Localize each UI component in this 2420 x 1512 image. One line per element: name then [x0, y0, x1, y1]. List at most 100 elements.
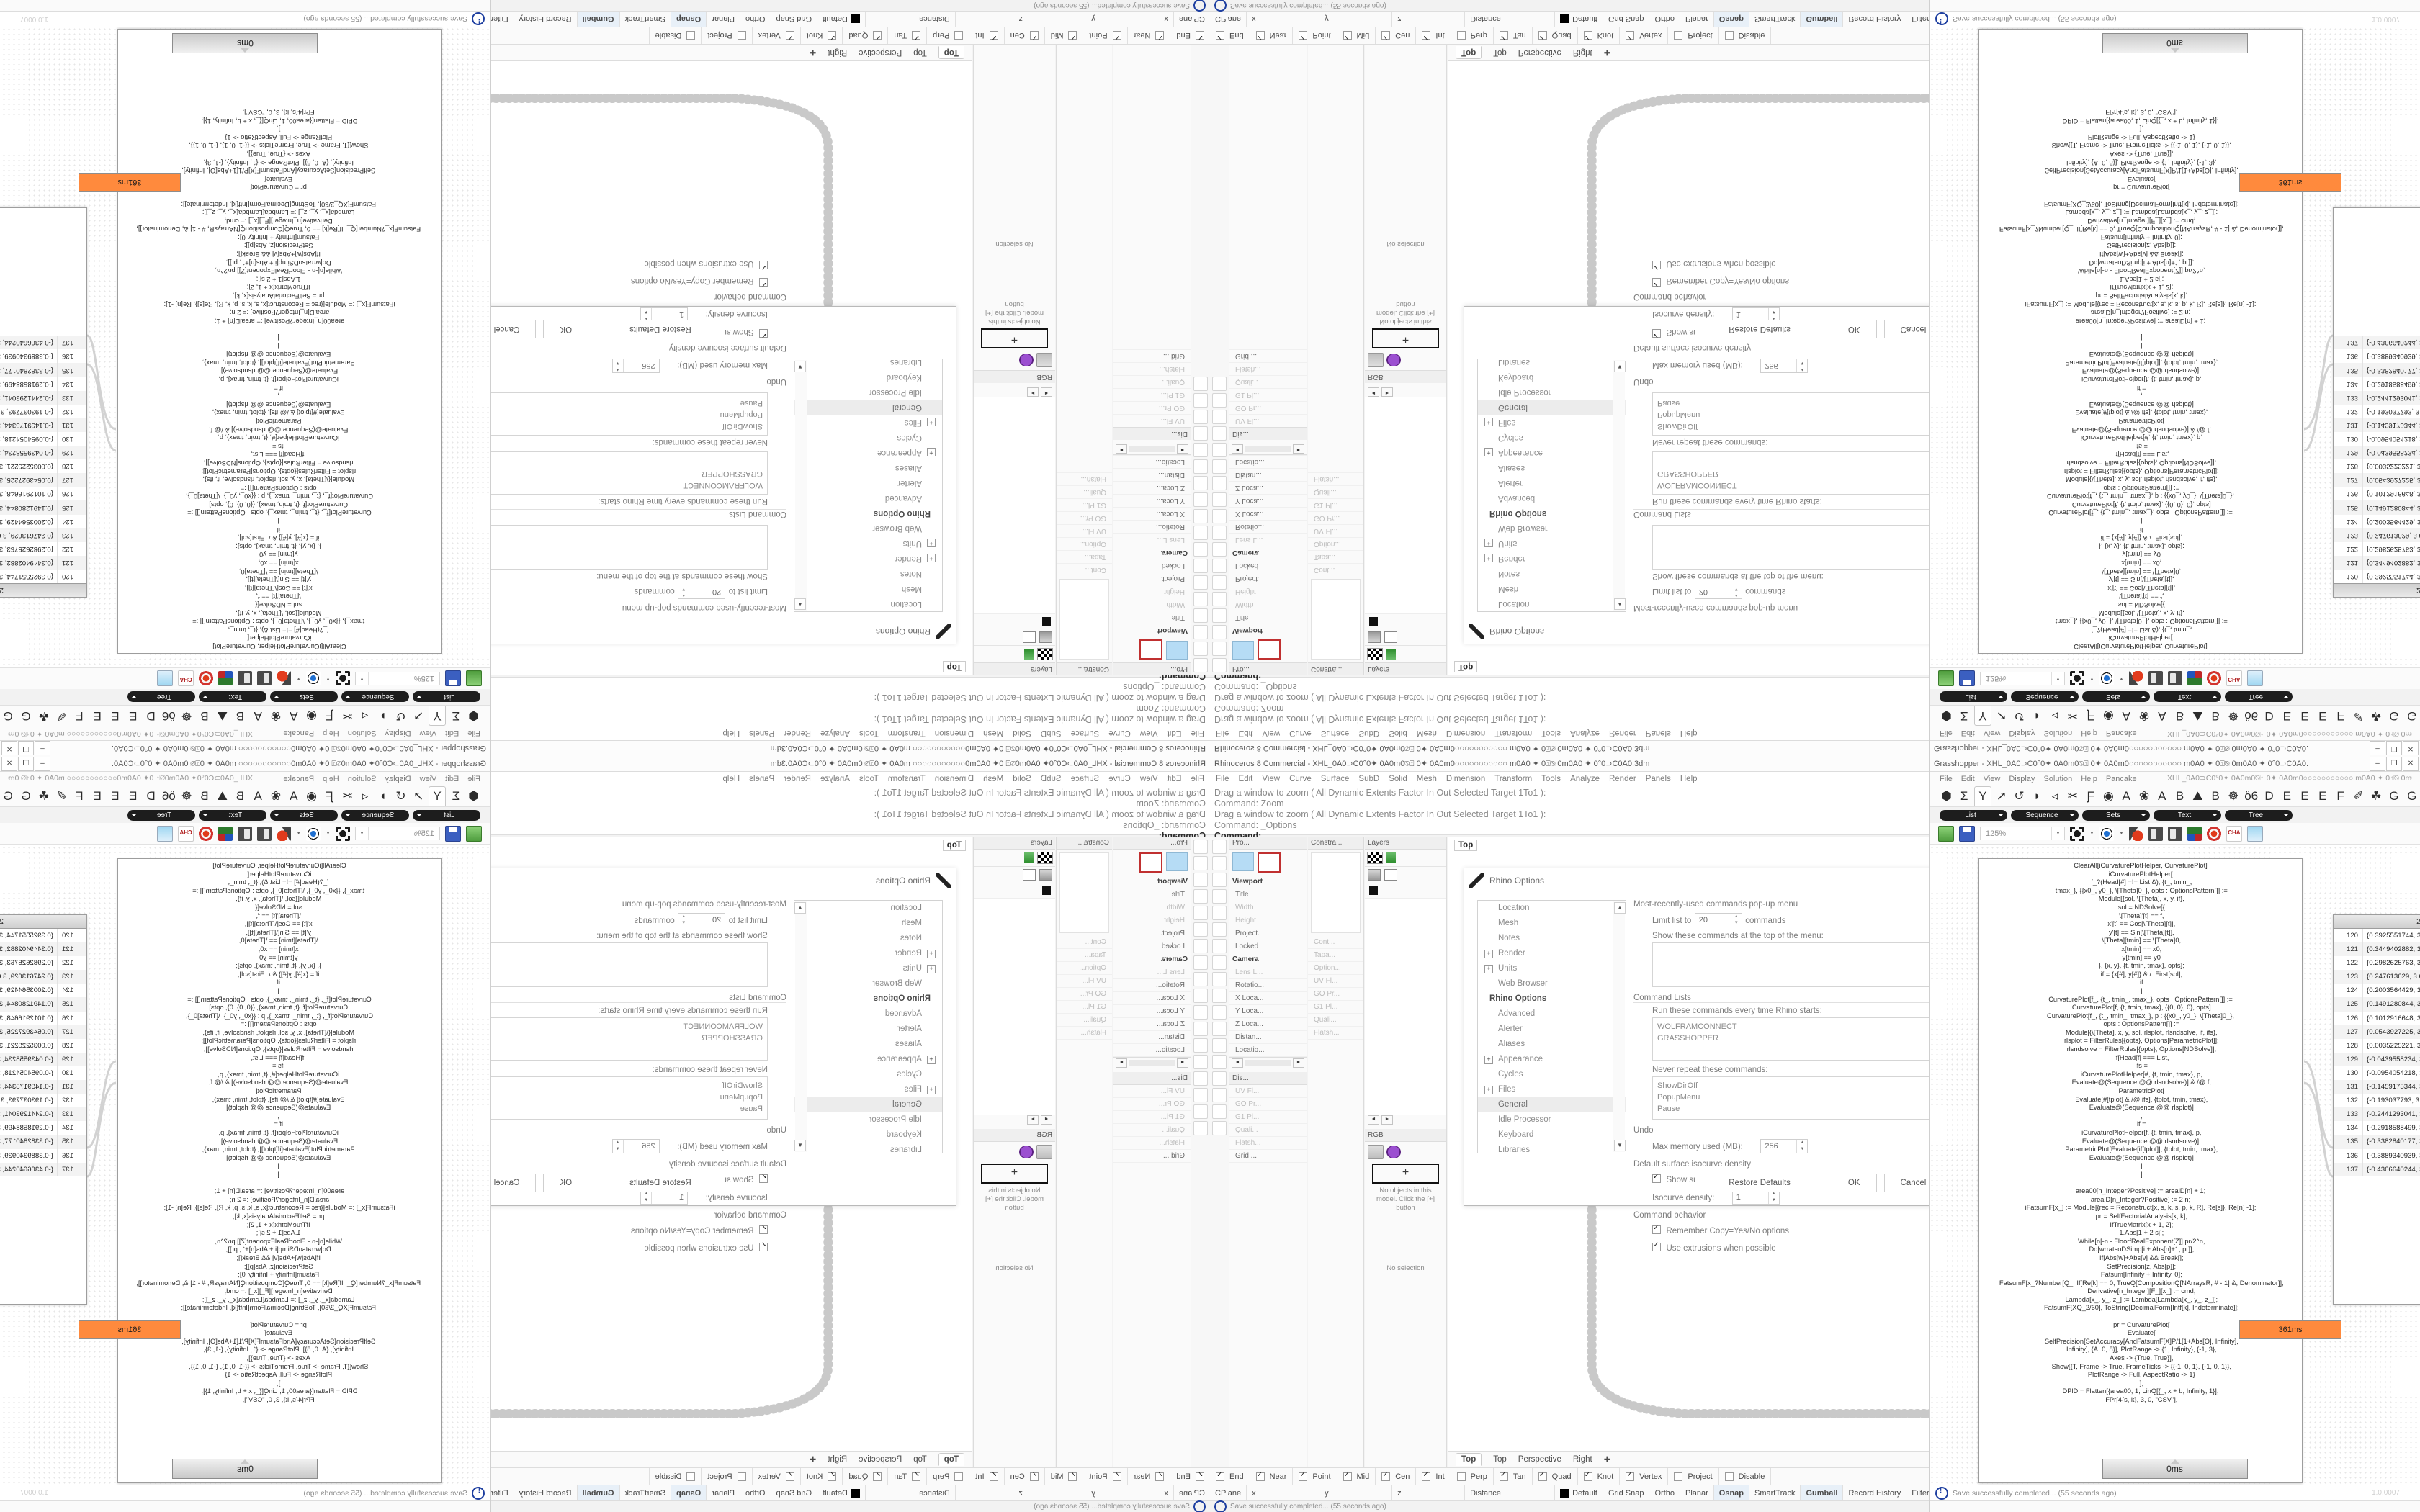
properties-panel[interactable]: Pro... Viewport Title Width Height Proje… — [1113, 837, 1191, 1467]
gh-maximize-button[interactable]: ❐ — [2386, 741, 2402, 755]
grasshopper-palette-bar[interactable]: List Sequence Sets Text Tree — [1930, 689, 2420, 705]
checkbox-icon[interactable] — [1538, 1471, 1547, 1481]
axes-icon[interactable] — [2187, 671, 2202, 686]
analyze-tool-icon[interactable] — [1212, 426, 1227, 441]
checkbox-icon[interactable] — [828, 31, 837, 40]
camera-icon[interactable] — [1166, 852, 1188, 871]
gh-menu-pancake[interactable]: Pancake — [283, 774, 315, 783]
addon-e3-icon[interactable]: E — [93, 788, 102, 803]
prop-lens-length[interactable]: Lens L... — [1229, 966, 1307, 979]
addon-bird-icon[interactable]: ὂ6 — [2244, 709, 2259, 724]
tree-item-files[interactable]: + Files — [794, 1082, 942, 1097]
layer-new-icon[interactable] — [1024, 852, 1034, 863]
tree-item-idle-processor[interactable]: Idle Processor — [1478, 384, 1626, 400]
addon-d-icon[interactable]: D — [146, 788, 156, 803]
grasshopper-tray-bar[interactable]: ∧ 0.04 0.00 1.86 0.94 14 118 657 35 332 … — [1930, 1500, 2420, 1512]
constraints-panel[interactable]: Constra... Cont... Tapa... Option... UV … — [1308, 45, 1364, 675]
tree-item-units[interactable]: + Units — [1478, 536, 1626, 551]
grid-snap-toggle[interactable]: Grid Snap — [770, 1485, 817, 1500]
solid-tool-icon[interactable] — [1193, 1022, 1208, 1036]
prop-width[interactable]: Width — [1229, 901, 1307, 914]
zoom-level-select[interactable]: 125% ▼ — [355, 827, 440, 840]
rhino-left-toolbar[interactable] — [1210, 837, 1229, 1469]
rgb-tab[interactable]: RGB — [1365, 1129, 1446, 1142]
image-icon[interactable] — [2246, 825, 2263, 842]
cplane-label[interactable]: CPlane — [1173, 12, 1210, 27]
isocurve-density-value[interactable]: 1 — [1736, 1193, 1741, 1202]
tree-item-keyboard[interactable]: Keyboard — [794, 369, 942, 384]
limit-list-value[interactable]: 20 — [1698, 916, 1708, 924]
curve-icon[interactable]: ↺ — [2014, 709, 2025, 724]
tree-item-notes[interactable]: Notes — [794, 931, 942, 946]
list-item[interactable]: 124 {0.2003564429, 3.6325691949, 0.0} — [0, 984, 86, 998]
solution-timer-badge[interactable]: 361ms — [2239, 173, 2341, 192]
display-row2-4[interactable]: Flatsh... — [1308, 472, 1363, 485]
osnap-cen[interactable]: Cen — [1003, 27, 1044, 44]
menu-item-surface[interactable]: Surface — [1320, 774, 1350, 783]
maxmem-value[interactable]: 256 — [642, 361, 655, 370]
mode-osnap[interactable]: Osnap — [1713, 1485, 1750, 1500]
layer-icon-b[interactable] — [1023, 631, 1036, 643]
menu-item-subd[interactable]: SubD — [1040, 729, 1062, 738]
limit-list-value[interactable]: 20 — [712, 588, 722, 596]
checkbox-icon[interactable] — [1155, 1472, 1165, 1481]
prop-height[interactable]: Height — [1229, 585, 1307, 598]
layers-scroll-right[interactable]: ► — [1381, 387, 1393, 397]
addon-a2-icon[interactable]: A — [2158, 709, 2166, 724]
circle-tool-icon[interactable] — [1193, 575, 1208, 590]
addon-e1-icon[interactable]: E — [2282, 788, 2291, 803]
capture-alt-icon[interactable] — [2167, 671, 2182, 686]
grasshopper-palette-bar[interactable]: List Sequence Sets Text Tree — [1930, 807, 2420, 823]
display-row-1[interactable]: GO Pr... — [1229, 1098, 1307, 1111]
display-icon[interactable]: ◉ — [2103, 709, 2114, 724]
save-file-icon[interactable] — [445, 670, 461, 687]
display-row2-2[interactable]: G1 Pl... — [1308, 1001, 1363, 1014]
current-layer-swatch[interactable] — [1042, 886, 1051, 895]
grid-snap-toggle[interactable]: Grid Snap — [1603, 12, 1650, 27]
gh-menu-edit[interactable]: Edit — [445, 729, 460, 738]
point-list-rows[interactable]: 120 {0.3925551744, 3.6322591437, 0.0} 121 {… — [0, 336, 86, 583]
select-tool-icon[interactable] — [1193, 840, 1208, 854]
curve-icon[interactable]: ↺ — [395, 788, 406, 803]
rhino-left-toolbar[interactable] — [1191, 43, 1210, 675]
palette-sets[interactable]: Sets — [270, 809, 338, 821]
menu-item-tools[interactable]: Tools — [1541, 729, 1561, 738]
list-item[interactable]: 134 {-0.2918588499, 3.6325871963, 0.0} — [2334, 377, 2420, 391]
checkbox-icon[interactable] — [1724, 1472, 1734, 1481]
checkbox-icon[interactable] — [1456, 31, 1466, 40]
tree-item-units[interactable]: + Units — [794, 536, 942, 551]
render-tool-icon[interactable] — [1193, 410, 1208, 424]
checkbox-icon[interactable] — [1196, 1472, 1204, 1481]
rgb-tab[interactable]: RGB — [1365, 370, 1446, 383]
prop-lens-length[interactable]: Lens L... — [1113, 533, 1191, 546]
transform-tool-icon[interactable] — [1212, 443, 1227, 457]
osnap-mid[interactable]: Mid — [1337, 27, 1376, 44]
tree-item-location[interactable]: Location — [1478, 901, 1626, 916]
checkbox-icon[interactable] — [1299, 1471, 1308, 1481]
display-tab[interactable]: Dis... — [1113, 427, 1191, 440]
surface-icon[interactable]: ◗ — [2033, 709, 2041, 724]
list-item[interactable]: 134 {-0.2918588499, 3.6325871963, 0.0} — [2334, 1121, 2420, 1135]
list-item[interactable]: 124 {0.2003564429, 3.6325691949, 0.0} — [2334, 514, 2420, 528]
tree-item-keyboard[interactable]: Keyboard — [1478, 1128, 1626, 1143]
checkbox-icon[interactable] — [873, 31, 882, 40]
menu-item-panels[interactable]: Panels — [1645, 729, 1671, 738]
prop-rotation[interactable]: Rotatio... — [1229, 979, 1307, 992]
osnap-quad[interactable]: Quad — [1532, 27, 1578, 44]
addon-b-icon[interactable]: B — [2175, 709, 2184, 724]
display-row-3[interactable]: Quali... — [1113, 375, 1191, 388]
display-tab[interactable]: Dis... — [1229, 1072, 1307, 1085]
rectangle-tool-icon[interactable] — [1193, 526, 1208, 540]
menu-item-mesh[interactable]: Mesh — [983, 729, 1004, 738]
mode-record-history[interactable]: Record History — [513, 12, 577, 27]
osnap-near[interactable]: Near — [1250, 1468, 1294, 1485]
list-item[interactable]: 126 {0.1012916648, 3.6325769318, 0.0} — [0, 1011, 86, 1025]
gh-menu-display[interactable]: Display — [2009, 729, 2035, 738]
viewport-frame-icon[interactable] — [1258, 852, 1281, 873]
expand-icon[interactable]: + — [927, 554, 936, 562]
chevron-down-icon[interactable]: ▼ — [356, 827, 369, 840]
addon-e1-icon[interactable]: E — [129, 788, 138, 803]
tree-item-aliases[interactable]: Aliases — [1478, 460, 1626, 475]
open-file-icon[interactable] — [466, 670, 482, 687]
addon-f-icon[interactable]: F — [2336, 788, 2344, 803]
